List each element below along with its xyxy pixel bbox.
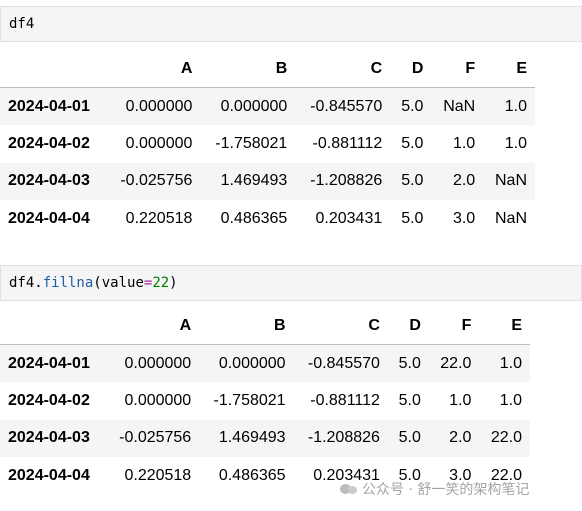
row-index: 2024-04-01 (8, 97, 90, 115)
table-cell: -1.758021 (213, 391, 286, 409)
row-index: 2024-04-02 (8, 391, 90, 409)
table-row: 2024-04-04 0.220518 0.486365 0.203431 5.… (0, 200, 535, 238)
index-header (0, 307, 105, 345)
column-header: F (428, 307, 480, 345)
table-cell: 1.0 (499, 391, 522, 409)
table-cell: 22.0 (490, 429, 522, 447)
table-cell: 0.000000 (124, 354, 192, 372)
dataframe-output-1: A B C D F E 2024-04-01 0.000000 0.000000… (0, 50, 535, 238)
column-header: B (199, 307, 294, 345)
table-cell: 0.000000 (124, 391, 192, 409)
table-cell: 5.0 (398, 466, 421, 484)
table-row: 2024-04-02 0.000000 -1.758021 -0.881112 … (0, 125, 535, 163)
table-cell: 0.486365 (220, 209, 288, 227)
header-row: A B C D F E (0, 50, 535, 88)
table-cell: 0.000000 (220, 97, 288, 115)
table-cell: 1.0 (504, 134, 527, 152)
table-cell: -0.845570 (307, 354, 380, 372)
table-cell: -0.845570 (310, 97, 383, 115)
table-cell: 5.0 (398, 391, 421, 409)
table-cell: 5.0 (401, 172, 424, 190)
code-args-close: ) (169, 275, 178, 291)
table-cell: -0.025756 (119, 429, 192, 447)
column-header: E (479, 307, 530, 345)
row-index: 2024-04-03 (8, 429, 90, 447)
table-cell: -0.025756 (120, 172, 193, 190)
column-header: C (295, 50, 391, 88)
table-cell: 22.0 (490, 466, 522, 484)
table-cell: 5.0 (398, 429, 421, 447)
table-row: 2024-04-02 0.000000 -1.758021 -0.881112 … (0, 382, 530, 420)
table-cell: 1.469493 (220, 172, 288, 190)
table-cell: 5.0 (401, 209, 424, 227)
code-method: fillna (42, 275, 94, 291)
table-cell: -0.881112 (312, 134, 383, 152)
table-cell: 0.000000 (125, 134, 193, 152)
table-cell: -1.758021 (215, 134, 288, 152)
table-cell: 5.0 (401, 97, 424, 115)
table-cell: 3.0 (452, 209, 476, 227)
watermark: 公众号 · 舒一笑的架构笔记 (340, 479, 529, 499)
table-cell: NaN (494, 209, 527, 227)
column-header: F (431, 50, 484, 88)
table-cell: 1.0 (452, 134, 476, 152)
table-row: 2024-04-04 0.220518 0.486365 0.203431 5.… (0, 457, 530, 495)
wechat-icon (340, 482, 358, 496)
code-text: df4 (9, 16, 35, 32)
table-cell: 0.486365 (218, 466, 286, 484)
row-index: 2024-04-03 (8, 172, 90, 190)
table-cell: NaN (443, 97, 476, 115)
table-cell: NaN (494, 172, 527, 190)
row-index: 2024-04-01 (8, 354, 90, 372)
table-cell: 1.0 (449, 391, 472, 409)
code-cell-1[interactable]: df4 (0, 6, 582, 42)
column-header: C (293, 307, 388, 345)
table-cell: 1.0 (499, 354, 522, 372)
table-cell: 2.0 (449, 429, 472, 447)
column-header: D (387, 307, 429, 345)
table-cell: 0.000000 (125, 97, 193, 115)
table-cell: 1.0 (504, 97, 527, 115)
table-row: 2024-04-01 0.000000 0.000000 -0.845570 5… (0, 344, 530, 382)
watermark-text: 公众号 · 舒一笑的架构笔记 (362, 482, 530, 498)
code-object: df4. (9, 275, 43, 291)
dataframe-output-2: A B C D F E 2024-04-01 0.000000 0.000000… (0, 307, 530, 495)
table-row: 2024-04-03 -0.025756 1.469493 -1.208826 … (0, 419, 530, 457)
index-header (0, 50, 106, 88)
table-cell: 5.0 (401, 134, 424, 152)
table-cell: 2.0 (452, 172, 476, 190)
table-cell: 0.203431 (313, 466, 380, 484)
table-cell: 0.220518 (125, 209, 193, 227)
column-header: E (483, 50, 535, 88)
table-cell: -1.208826 (307, 429, 380, 447)
code-number: 22 (152, 275, 170, 291)
table-cell: 5.0 (398, 354, 421, 372)
code-args-open: (value (93, 275, 144, 291)
table-cell: -1.208826 (310, 172, 383, 190)
header-row: A B C D F E (0, 307, 530, 345)
code-cell-2[interactable]: df4.fillna(value=22) (0, 265, 582, 301)
table-cell: 3.0 (449, 466, 472, 484)
row-index: 2024-04-04 (8, 209, 90, 227)
row-index: 2024-04-04 (8, 466, 90, 484)
column-header: A (105, 50, 201, 88)
row-index: 2024-04-02 (8, 134, 90, 152)
table-cell: -0.881112 (310, 391, 380, 409)
table-cell: 1.469493 (218, 429, 286, 447)
column-header: B (200, 50, 296, 88)
table-cell: 22.0 (440, 354, 472, 372)
table-row: 2024-04-03 -0.025756 1.469493 -1.208826 … (0, 162, 535, 200)
column-header: D (390, 50, 432, 88)
table-cell: 0.000000 (218, 354, 286, 372)
code-operator: = (143, 275, 153, 291)
column-header: A (104, 307, 200, 345)
table-cell: 0.203431 (315, 209, 383, 227)
table-cell: 0.220518 (124, 466, 192, 484)
table-row: 2024-04-01 0.000000 0.000000 -0.845570 5… (0, 87, 535, 125)
